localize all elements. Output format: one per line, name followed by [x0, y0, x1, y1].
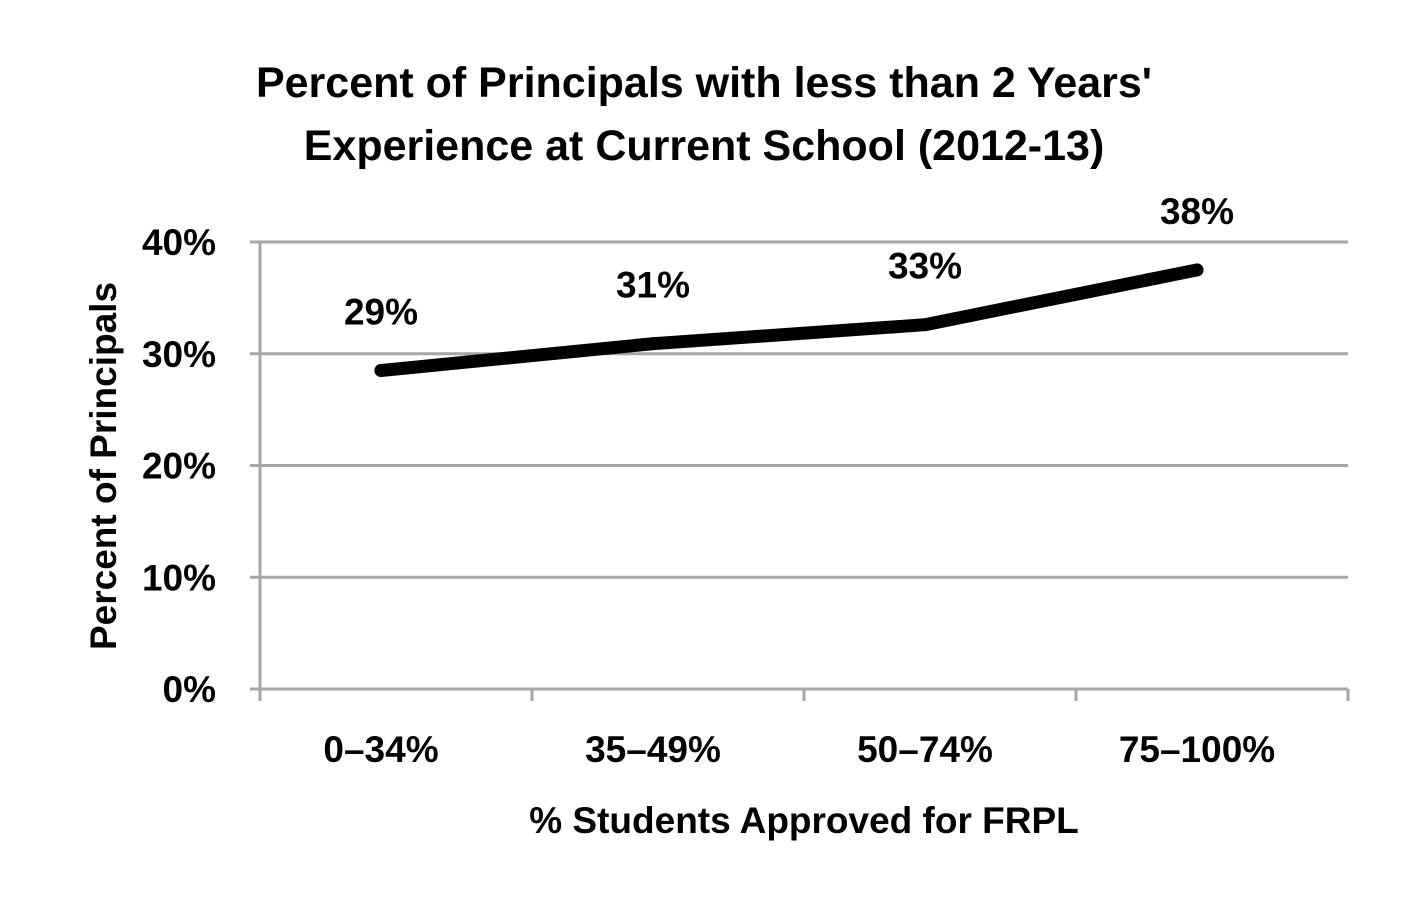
- x-axis-label: % Students Approved for FRPL: [529, 800, 1079, 841]
- data-label: 38%: [1160, 191, 1234, 232]
- chart-title-line-1: Percent of Principals with less than 2 Y…: [255, 59, 1153, 107]
- y-tick-label: 30%: [142, 334, 216, 375]
- data-label: 33%: [888, 246, 962, 287]
- chart-title: Percent of Principals with less than 2 Y…: [0, 52, 1408, 178]
- y-tick-label: 20%: [142, 446, 216, 487]
- data-point: [1190, 263, 1204, 277]
- y-axis-label: Percent of Principals: [83, 282, 124, 650]
- data-point: [374, 364, 388, 378]
- x-tick-label: 75–100%: [1119, 729, 1275, 770]
- data-point: [646, 337, 660, 351]
- axes: [250, 240, 1350, 701]
- series-line-path: [374, 263, 1204, 378]
- data-label: 29%: [344, 292, 418, 333]
- data-label: 31%: [616, 265, 690, 306]
- gridlines: [260, 240, 1348, 579]
- series-line: [374, 263, 1204, 378]
- y-tick-labels: 0% 10% 20% 30% 40%: [142, 222, 216, 710]
- chart-title-line-2: Experience at Current School (2012-13): [303, 122, 1105, 170]
- y-tick-label: 0%: [163, 669, 216, 710]
- data-labels: 29% 31% 33% 38%: [344, 191, 1234, 333]
- y-tick-label: 10%: [142, 557, 216, 598]
- x-tick-label: 35–49%: [585, 729, 721, 770]
- x-tick-labels: 0–34% 35–49% 50–74% 75–100%: [323, 729, 1275, 770]
- x-tick-label: 50–74%: [857, 729, 993, 770]
- x-tick-label: 0–34%: [323, 729, 438, 770]
- data-point: [918, 318, 932, 332]
- y-tick-label: 40%: [142, 222, 216, 263]
